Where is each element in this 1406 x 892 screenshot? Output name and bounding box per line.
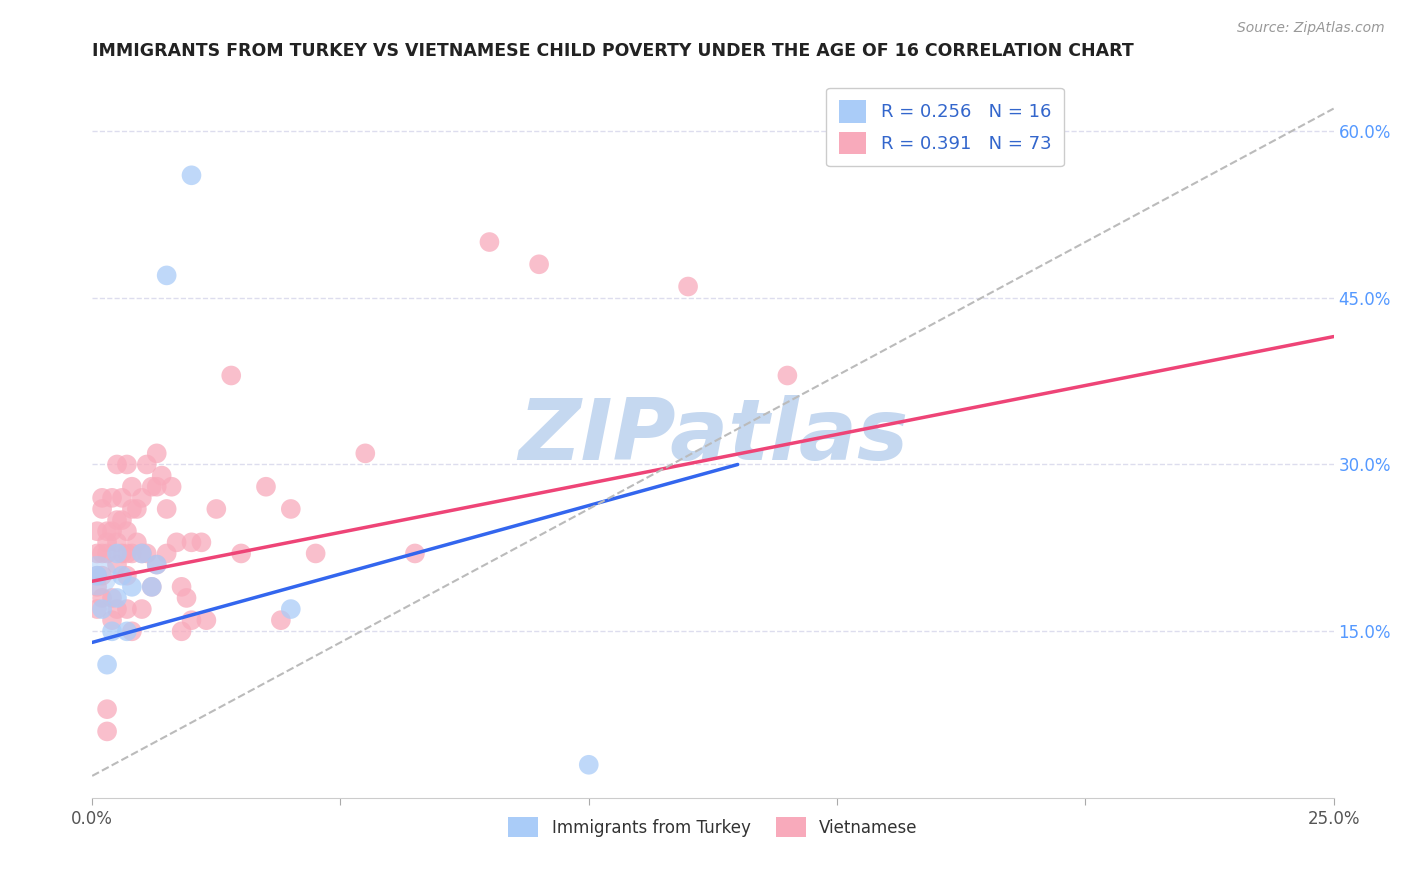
Point	[125, 535, 148, 549]
Point	[125, 502, 148, 516]
Point	[91, 502, 114, 516]
Point	[141, 580, 163, 594]
Point	[131, 546, 153, 560]
Point	[135, 458, 157, 472]
Point	[676, 279, 699, 293]
Point	[101, 591, 124, 605]
Point	[145, 446, 167, 460]
Point	[176, 591, 198, 605]
Point	[105, 558, 128, 572]
Text: ZIPatlas: ZIPatlas	[517, 395, 908, 478]
Point	[105, 513, 128, 527]
Point	[111, 491, 134, 505]
Point	[86, 524, 108, 539]
Point	[96, 524, 118, 539]
Text: Source: ZipAtlas.com: Source: ZipAtlas.com	[1237, 21, 1385, 35]
Point	[115, 568, 138, 582]
Point	[280, 602, 302, 616]
Point	[101, 524, 124, 539]
Point	[354, 446, 377, 460]
Point	[111, 513, 134, 527]
Point	[404, 546, 426, 560]
Point	[86, 602, 108, 616]
Point	[150, 468, 173, 483]
Point	[131, 602, 153, 616]
Point	[91, 491, 114, 505]
Point	[180, 535, 202, 549]
Point	[91, 591, 114, 605]
Point	[105, 535, 128, 549]
Point	[96, 535, 118, 549]
Point	[156, 268, 179, 283]
Point	[86, 568, 108, 582]
Point	[131, 546, 153, 560]
Point	[180, 613, 202, 627]
Point	[105, 591, 128, 605]
Point	[86, 546, 108, 560]
Point	[91, 546, 114, 560]
Point	[101, 624, 124, 639]
Point	[115, 546, 138, 560]
Point	[111, 546, 134, 560]
Point	[101, 491, 124, 505]
Point	[219, 368, 242, 383]
Point	[121, 580, 143, 594]
Point	[478, 235, 501, 249]
Point	[304, 546, 326, 560]
Point	[105, 546, 128, 560]
Point	[170, 580, 193, 594]
Point	[115, 624, 138, 639]
Point	[121, 480, 143, 494]
Point	[156, 546, 179, 560]
Point	[135, 546, 157, 560]
Point	[195, 613, 218, 627]
Point	[578, 757, 600, 772]
Point	[527, 257, 550, 271]
Point	[141, 480, 163, 494]
Point	[160, 480, 183, 494]
Point	[111, 568, 134, 582]
Point	[280, 502, 302, 516]
Point	[105, 458, 128, 472]
Point	[254, 480, 277, 494]
Point	[91, 568, 114, 582]
Point	[96, 724, 118, 739]
Point	[105, 602, 128, 616]
Point	[145, 480, 167, 494]
Point	[121, 502, 143, 516]
Point	[121, 546, 143, 560]
Point	[145, 558, 167, 572]
Text: IMMIGRANTS FROM TURKEY VS VIETNAMESE CHILD POVERTY UNDER THE AGE OF 16 CORRELATI: IMMIGRANTS FROM TURKEY VS VIETNAMESE CHI…	[93, 42, 1133, 60]
Point	[776, 368, 799, 383]
Point	[121, 624, 143, 639]
Point	[231, 546, 253, 560]
Point	[145, 558, 167, 572]
Point	[141, 580, 163, 594]
Point	[170, 624, 193, 639]
Point	[86, 580, 108, 594]
Legend: Immigrants from Turkey, Vietnamese: Immigrants from Turkey, Vietnamese	[502, 810, 924, 844]
Point	[131, 491, 153, 505]
Point	[101, 613, 124, 627]
Point	[190, 535, 212, 549]
Point	[86, 568, 108, 582]
Point	[270, 613, 292, 627]
Point	[180, 169, 202, 183]
Point	[91, 602, 114, 616]
Point	[156, 502, 179, 516]
Point	[96, 657, 118, 672]
Point	[166, 535, 188, 549]
Point	[115, 602, 138, 616]
Point	[115, 458, 138, 472]
Point	[115, 524, 138, 539]
Point	[96, 546, 118, 560]
Point	[96, 702, 118, 716]
Point	[86, 568, 108, 582]
Point	[205, 502, 228, 516]
